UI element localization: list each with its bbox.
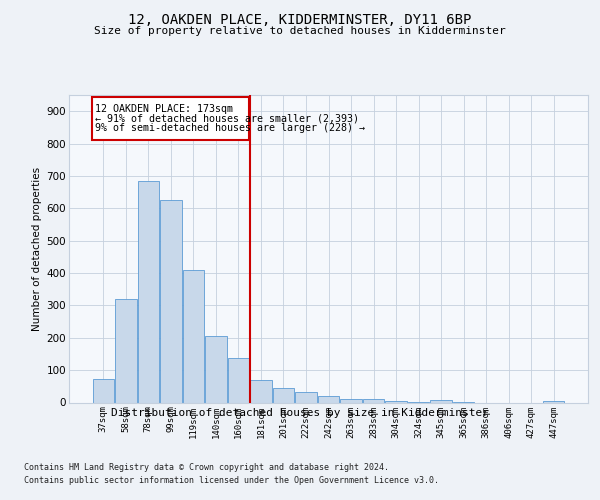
- Bar: [160, 200, 182, 402]
- Bar: [250, 380, 272, 402]
- Bar: [137, 181, 159, 402]
- Text: ← 91% of detached houses are smaller (2,393): ← 91% of detached houses are smaller (2,…: [95, 114, 359, 124]
- Bar: [340, 400, 362, 402]
- Text: 12, OAKDEN PLACE, KIDDERMINSTER, DY11 6BP: 12, OAKDEN PLACE, KIDDERMINSTER, DY11 6B…: [128, 12, 472, 26]
- Bar: [295, 392, 317, 402]
- Bar: [363, 400, 384, 402]
- Bar: [385, 401, 407, 402]
- Text: Distribution of detached houses by size in Kidderminster: Distribution of detached houses by size …: [111, 408, 489, 418]
- Text: Size of property relative to detached houses in Kidderminster: Size of property relative to detached ho…: [94, 26, 506, 36]
- Bar: [205, 336, 227, 402]
- Bar: [273, 388, 294, 402]
- Y-axis label: Number of detached properties: Number of detached properties: [32, 166, 43, 331]
- Text: Contains HM Land Registry data © Crown copyright and database right 2024.: Contains HM Land Registry data © Crown c…: [24, 462, 389, 471]
- Bar: [543, 401, 565, 402]
- Bar: [115, 299, 137, 403]
- Bar: [228, 358, 249, 403]
- Bar: [182, 270, 204, 402]
- Text: 9% of semi-detached houses are larger (228) →: 9% of semi-detached houses are larger (2…: [95, 123, 365, 133]
- Text: Contains public sector information licensed under the Open Government Licence v3: Contains public sector information licen…: [24, 476, 439, 485]
- Bar: [92, 379, 114, 402]
- FancyBboxPatch shape: [92, 96, 249, 140]
- Bar: [430, 400, 452, 402]
- Text: 12 OAKDEN PLACE: 173sqm: 12 OAKDEN PLACE: 173sqm: [95, 104, 233, 114]
- Bar: [318, 396, 339, 402]
